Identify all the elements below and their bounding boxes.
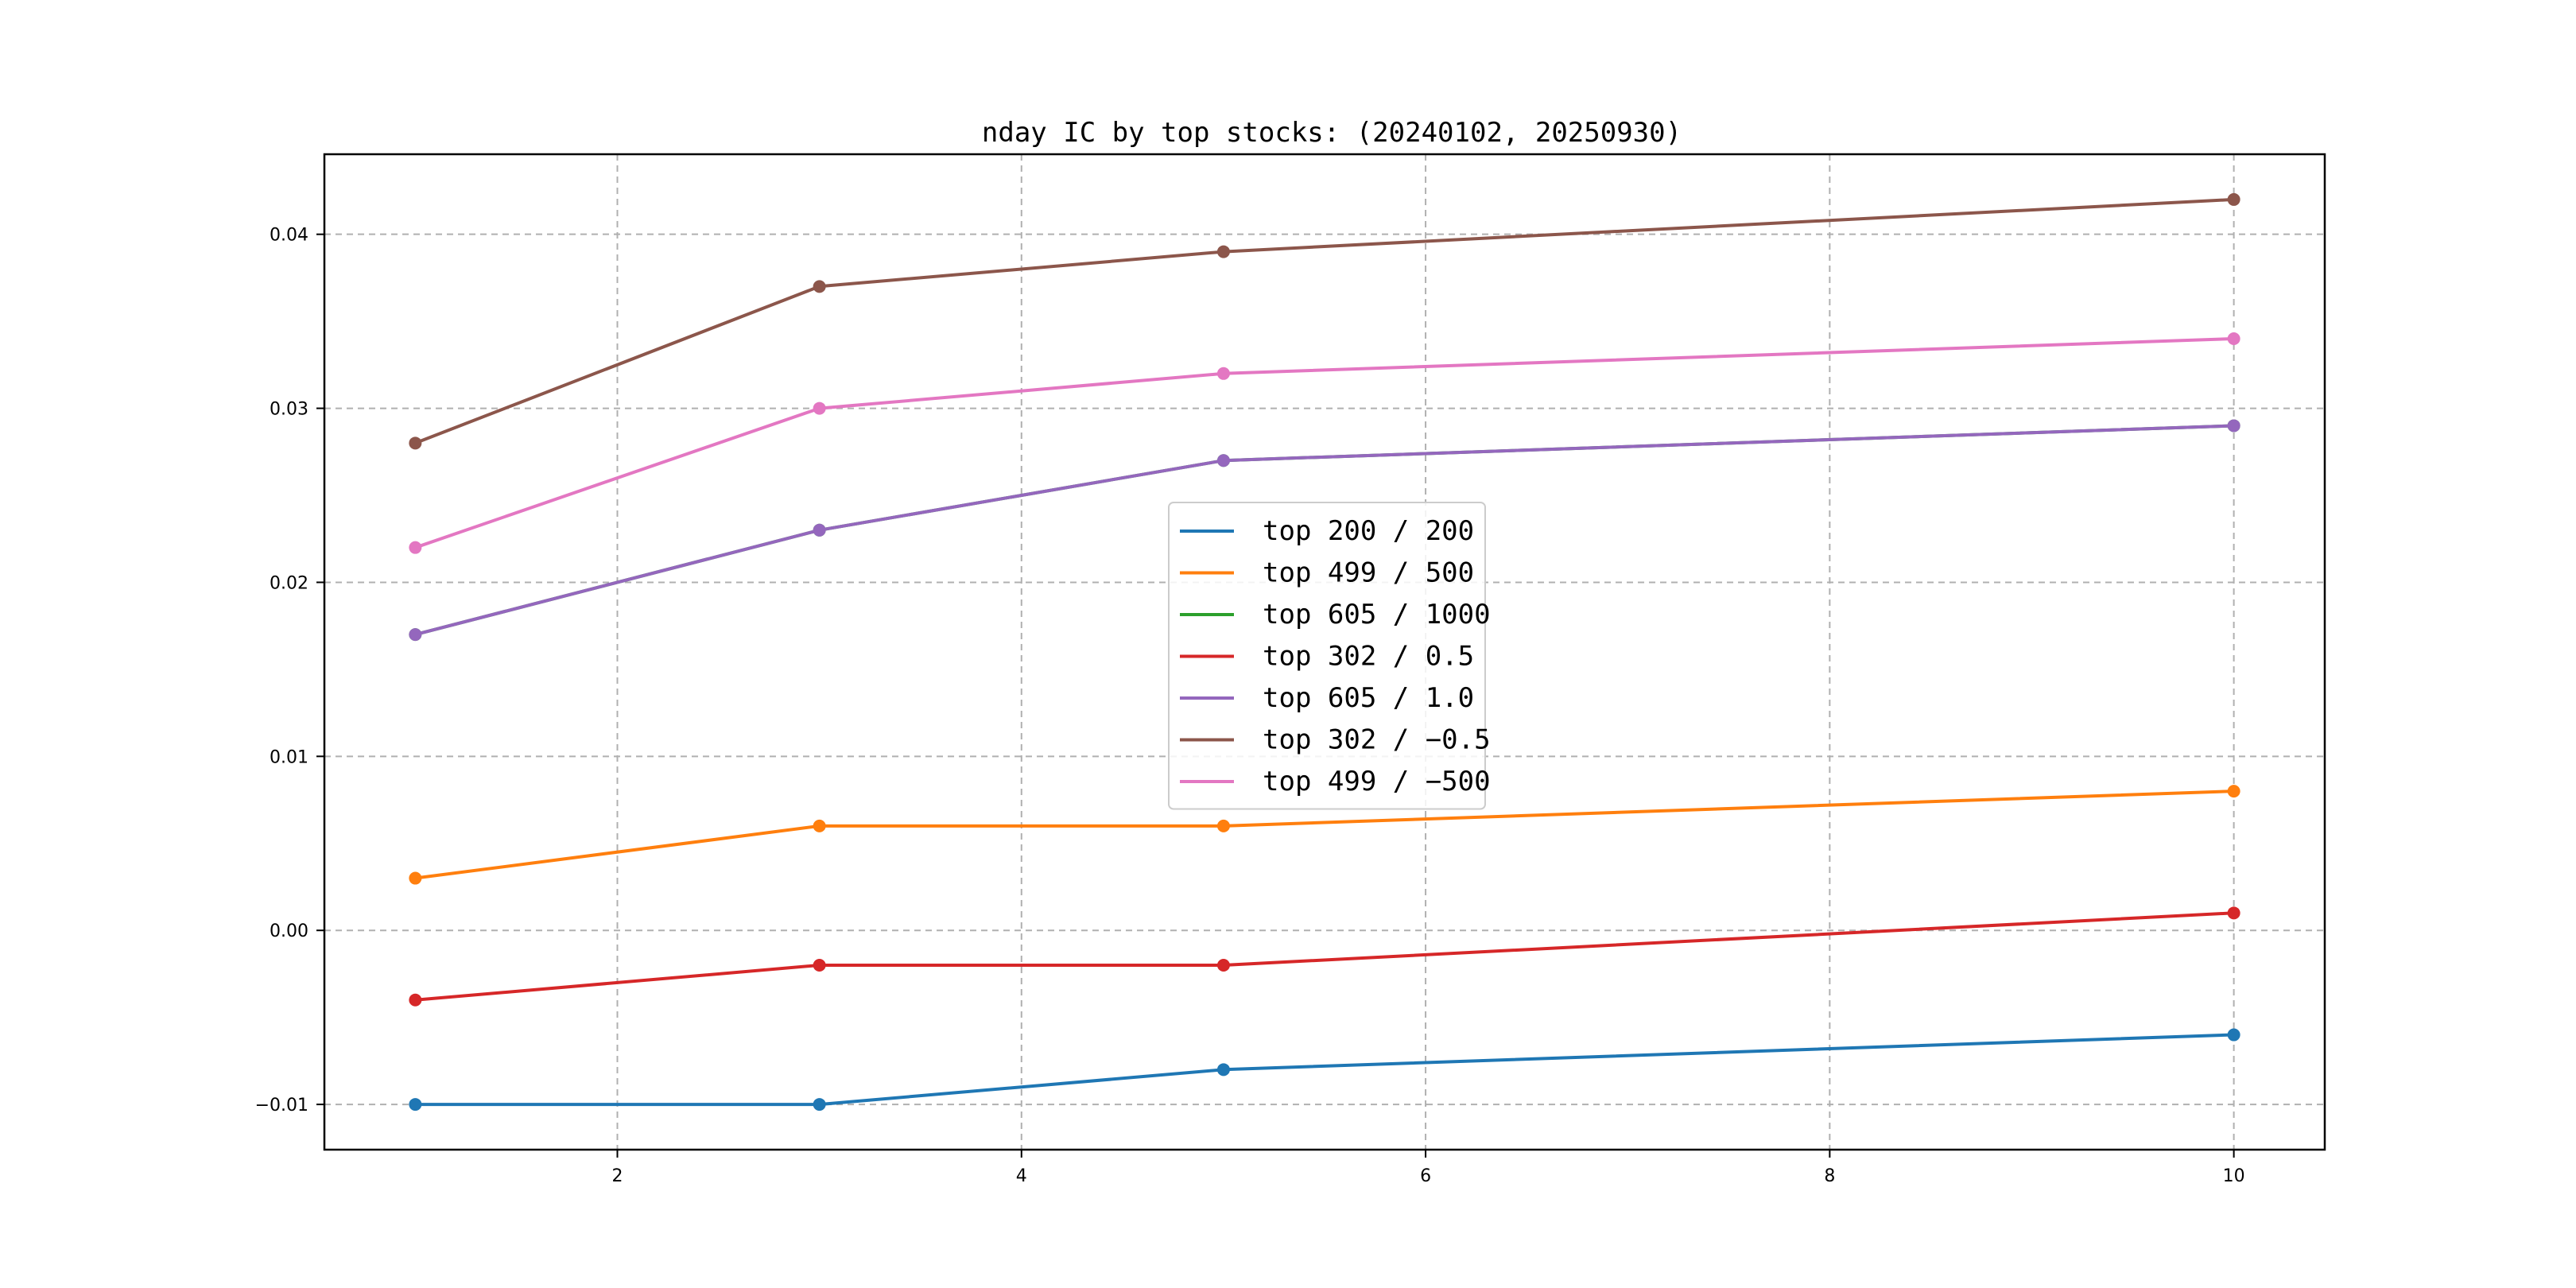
data-point [409, 1098, 422, 1111]
legend-label: top 302 / −0.5 [1263, 724, 1491, 756]
data-point [813, 402, 826, 415]
data-point [1216, 245, 1230, 258]
data-point [409, 541, 422, 554]
series-6 [409, 332, 2240, 554]
data-point [1216, 819, 1230, 832]
legend-item: top 302 / −0.5 [1180, 724, 1491, 756]
data-point [1216, 367, 1230, 380]
x-tick-label: 10 [2223, 1166, 2245, 1186]
series-line [415, 789, 2234, 880]
data-point [2227, 1028, 2240, 1042]
data-point [409, 436, 422, 450]
chart-title: nday IC by top stocks: (20240102, 202509… [982, 117, 1682, 149]
legend-box [1168, 502, 1486, 810]
series-0 [409, 1028, 2240, 1111]
data-point [1216, 454, 1230, 467]
legend: top 200 / 200 top 499 / 500 top 605 / 1000… [1168, 502, 1491, 810]
y-tick-label: 0.00 [270, 921, 308, 941]
data-point [813, 819, 826, 832]
data-point [1216, 958, 1230, 972]
series-line [415, 1033, 2234, 1107]
axis-ticks: 2 4 6 8 10 −0.01 0.00 0.01 0.02 0.03 0.04 [255, 226, 2245, 1186]
series-5 [409, 192, 2240, 450]
data-point [813, 523, 826, 537]
legend-item: top 605 / 1.0 [1180, 682, 1474, 714]
plot-series [409, 192, 2240, 1111]
x-tick-label: 4 [1016, 1166, 1027, 1186]
legend-item: top 499 / 500 [1180, 557, 1474, 589]
data-point [2227, 906, 2240, 920]
data-point [813, 280, 826, 293]
y-tick-label: −0.01 [255, 1096, 308, 1115]
axes-frame [323, 153, 2326, 1151]
series-line [414, 337, 2234, 549]
legend-label: top 499 / 500 [1263, 557, 1474, 589]
series-line [415, 911, 2234, 1002]
series-3 [409, 906, 2240, 1007]
data-point [813, 1098, 826, 1111]
y-tick-label: 0.01 [270, 747, 308, 767]
data-point [2227, 785, 2240, 798]
data-point [2227, 332, 2240, 346]
x-tick-label: 2 [612, 1166, 623, 1186]
data-point [409, 628, 422, 642]
legend-label: top 605 / 1.0 [1263, 682, 1474, 714]
series-1 [409, 785, 2240, 885]
y-tick-label: 0.04 [270, 226, 308, 246]
legend-item: top 302 / 0.5 [1180, 641, 1474, 673]
data-point [1216, 1063, 1230, 1077]
legend-label: top 302 / 0.5 [1263, 641, 1474, 673]
series-line [414, 424, 2234, 637]
data-point [409, 993, 422, 1007]
series-4 [409, 419, 2240, 642]
legend-item: top 499 / −500 [1180, 766, 1491, 797]
y-tick-label: 0.03 [270, 400, 308, 420]
data-point [2227, 192, 2240, 206]
legend-label: top 200 / 200 [1263, 515, 1474, 547]
series-line [414, 197, 2234, 445]
y-tick-label: 0.02 [270, 573, 308, 593]
legend-item: top 200 / 200 [1180, 515, 1474, 547]
data-point [2227, 419, 2240, 433]
legend-label: top 499 / −500 [1263, 766, 1491, 797]
legend-item: top 605 / 1000 [1180, 599, 1491, 630]
x-tick-label: 8 [1824, 1166, 1835, 1186]
data-point [813, 958, 826, 972]
data-point [409, 871, 422, 885]
legend-label: top 605 / 1000 [1263, 599, 1491, 630]
x-tick-label: 6 [1420, 1166, 1431, 1186]
